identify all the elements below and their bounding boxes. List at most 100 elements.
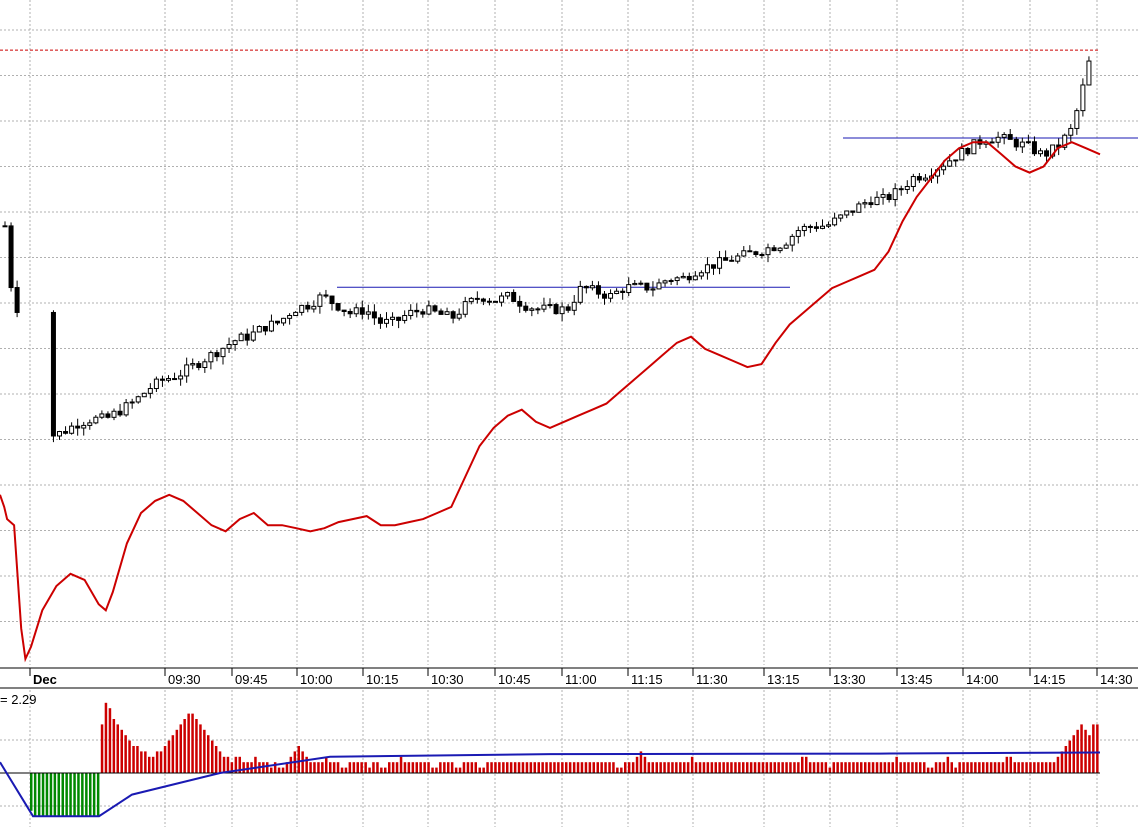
indicator-bar — [1080, 724, 1083, 773]
indicator-bar — [942, 762, 946, 773]
candle-body — [535, 308, 541, 311]
indicator-bar — [155, 751, 159, 773]
candle-body — [172, 378, 178, 381]
indicator-bar — [116, 724, 119, 773]
indicator-bar — [805, 756, 808, 773]
candle-body — [468, 297, 474, 303]
indicator-bar — [388, 762, 391, 773]
indicator-bar — [1001, 762, 1005, 773]
candle-body — [1031, 141, 1037, 155]
indicator-bar — [926, 767, 930, 773]
candle-body — [1062, 134, 1068, 148]
indicator-bar — [329, 762, 332, 773]
candle-body — [341, 309, 347, 312]
indicator-bar — [592, 762, 595, 773]
indicator-bar — [565, 762, 568, 773]
indicator-bar — [1044, 762, 1048, 773]
indicator-bar — [561, 762, 564, 773]
candle-body — [202, 361, 208, 369]
candle-body — [868, 202, 874, 206]
indicator-bar — [997, 762, 1001, 773]
indicator-bar — [671, 762, 674, 773]
candle-body — [826, 224, 832, 227]
indicator-bar — [498, 762, 501, 773]
indicator-bar — [867, 762, 871, 773]
indicator-bar — [443, 762, 446, 773]
indicator-bar — [266, 762, 269, 773]
main-grid — [0, 0, 1138, 665]
candle-body — [559, 306, 565, 315]
indicator-bar — [675, 762, 678, 773]
indicator-bar — [376, 762, 379, 773]
candle-body — [965, 147, 971, 155]
candle-body — [959, 147, 965, 161]
indicator-bar — [163, 746, 167, 773]
indicator-bar — [325, 756, 328, 773]
indicator-bar — [985, 762, 989, 773]
candle-body — [953, 159, 959, 162]
candle-body — [517, 300, 523, 307]
indicator-bar — [183, 719, 186, 773]
candle-body — [420, 311, 426, 315]
indicator-bar — [132, 746, 135, 773]
candle-body — [541, 304, 547, 310]
candle-body — [432, 305, 438, 312]
candle-body — [704, 264, 710, 274]
candle-body — [268, 320, 274, 332]
candle-body — [947, 160, 953, 167]
indicator-bar — [1072, 735, 1075, 773]
indicator-bar — [89, 773, 92, 817]
indicator-bar — [604, 762, 607, 773]
indicator-bar — [773, 762, 776, 773]
indicator-bar — [230, 762, 234, 773]
candle-body — [686, 275, 692, 281]
candle-body — [813, 226, 819, 229]
candle-body — [735, 255, 741, 262]
indicator-bar — [911, 762, 914, 773]
indicator-bar — [722, 762, 725, 773]
indicator-bar — [659, 762, 662, 773]
indicator-bar — [100, 724, 104, 773]
candle-body — [281, 317, 287, 324]
candle-body — [589, 285, 595, 289]
candle-body — [1019, 141, 1025, 148]
candle-body — [910, 176, 916, 188]
indicator-bar — [934, 762, 938, 773]
indicator-bar — [710, 762, 714, 773]
indicator-bar — [124, 735, 127, 773]
indicator-bar — [482, 767, 485, 773]
indicator-bar — [49, 773, 53, 817]
indicator-bar — [1041, 762, 1044, 773]
indicator-bar — [301, 751, 304, 773]
candle-body — [844, 210, 850, 216]
candle-body — [105, 413, 111, 418]
indicator-bar — [458, 767, 462, 773]
indicator-bar — [576, 762, 580, 773]
candle-body — [220, 347, 226, 358]
x-tick-label: 10:45 — [498, 672, 531, 687]
indicator-bar — [1064, 746, 1068, 773]
candle-body — [838, 214, 844, 219]
indicator-bar — [584, 762, 588, 773]
candle-body — [789, 235, 795, 246]
indicator-bar — [738, 762, 741, 773]
x-tick-label: 10:30 — [431, 672, 464, 687]
indicator-bar — [801, 756, 804, 773]
indicator-bar — [226, 756, 230, 773]
indicator-bar — [746, 762, 749, 773]
indicator-bar — [175, 729, 179, 773]
candle-body — [444, 311, 450, 315]
indicator-bar — [474, 762, 477, 773]
candle-body — [135, 396, 141, 403]
candle-body — [153, 378, 159, 390]
indicator-bar — [81, 773, 84, 817]
indicator-bar — [828, 767, 832, 773]
indicator-bar — [285, 762, 289, 773]
candle-body — [499, 295, 505, 303]
candle-body — [262, 326, 268, 332]
indicator-bar — [749, 762, 753, 773]
candle-body — [632, 282, 638, 286]
indicator-average-line — [0, 751, 1101, 818]
candle-body — [529, 308, 535, 311]
indicator-bar — [120, 729, 123, 773]
